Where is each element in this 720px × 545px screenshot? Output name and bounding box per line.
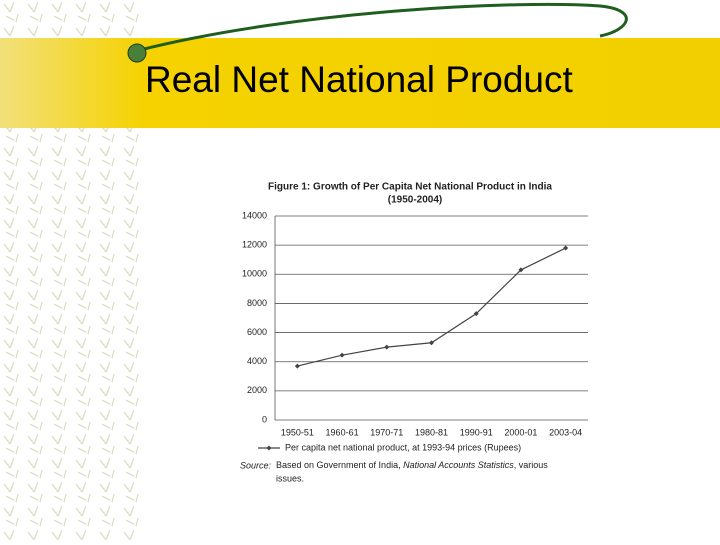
data-point <box>339 352 345 358</box>
data-point <box>563 245 569 251</box>
x-tick-label: 1960-61 <box>326 427 359 437</box>
x-tick-label: 1970-71 <box>370 427 403 437</box>
y-tick-label: 0 <box>262 414 267 424</box>
legend-marker <box>266 445 272 451</box>
source-text: Based on Government of India, National A… <box>276 460 548 470</box>
x-tick-label: 1990-91 <box>460 427 493 437</box>
x-tick-label: 2000-01 <box>504 427 537 437</box>
data-point <box>518 267 524 273</box>
data-point <box>384 344 390 350</box>
slide-title: Real Net National Product <box>145 59 573 100</box>
y-tick-label: 2000 <box>247 385 267 395</box>
x-tick-label: 1950-51 <box>281 427 314 437</box>
series-line <box>297 247 566 367</box>
y-tick-label: 8000 <box>247 298 267 308</box>
chart: Figure 1: Growth of Per Capita Net Natio… <box>240 182 588 483</box>
chart-title: Figure 1: Growth of Per Capita Net Natio… <box>268 182 552 193</box>
y-tick-label: 6000 <box>247 327 267 337</box>
y-tick-label: 4000 <box>247 356 267 366</box>
swoosh <box>139 2 628 52</box>
source-part: , various <box>514 460 549 470</box>
data-point <box>429 340 434 346</box>
data-point <box>473 311 479 317</box>
source-part: issues. <box>276 473 304 483</box>
source-part: National Accounts Statistics <box>403 460 514 470</box>
source-part: Based on Government of India, <box>276 460 403 470</box>
y-tick-label: 12000 <box>242 240 267 250</box>
legend-label: Per capita net national product, at 1993… <box>285 442 521 452</box>
chart-subtitle: (1950-2004) <box>388 195 442 206</box>
bullet-globe <box>127 43 147 63</box>
title-band <box>0 38 720 128</box>
x-tick-label: 1980-81 <box>415 427 448 437</box>
y-tick-label: 10000 <box>242 269 267 279</box>
data-point <box>294 363 300 369</box>
source-label: Source: <box>240 460 272 470</box>
x-tick-label: 2003-04 <box>549 427 582 437</box>
y-tick-label: 14000 <box>242 210 267 220</box>
